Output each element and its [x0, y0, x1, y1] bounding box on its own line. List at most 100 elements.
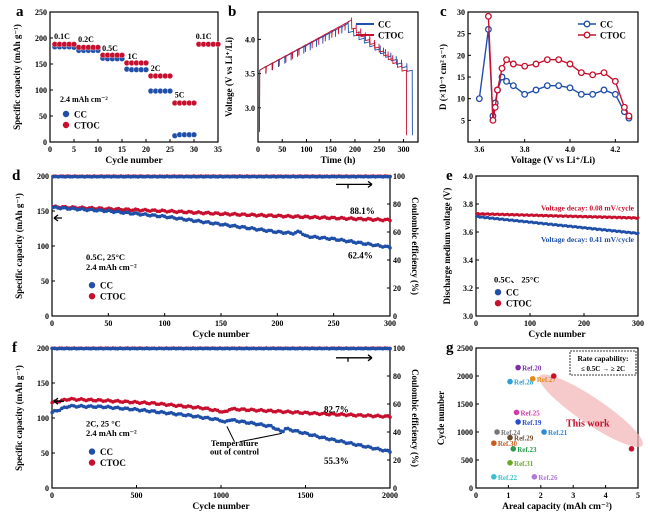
reference-point — [515, 364, 521, 371]
reference-point — [507, 378, 513, 385]
annotation-arrow-1 — [226, 426, 235, 443]
panel-letter: b — [228, 4, 236, 20]
x-tick-label: 1000 — [213, 491, 229, 500]
retention-cc: 55.3% — [324, 456, 349, 466]
axes-frame — [475, 175, 639, 317]
retention-ctoc: 88.1% — [350, 206, 375, 216]
x-tick-label: 25 — [166, 145, 174, 154]
data-point — [625, 112, 633, 120]
legend-entry-cc: CC — [74, 110, 87, 120]
data-point — [589, 71, 597, 79]
reference-point — [507, 460, 513, 466]
gcd-curve-ctoc — [259, 17, 408, 136]
x-tick-label: 1500 — [298, 491, 314, 500]
x-tick-label: 3 — [571, 491, 575, 500]
y-tick-label: 200 — [37, 344, 49, 353]
y-tick-label: 250 — [35, 8, 47, 17]
y-tick-label: 10 — [457, 95, 465, 104]
x-tick-label: 250 — [373, 145, 385, 154]
reference-point — [531, 474, 538, 480]
y-tick-label: 3.2 — [463, 284, 473, 293]
x-tick-label: 0 — [50, 319, 54, 328]
reference-point — [494, 429, 500, 435]
reference-point — [541, 429, 547, 435]
reference-label: Ref.23 — [517, 446, 537, 454]
rate-label: 5C — [175, 90, 185, 99]
capacity-point-ctoc — [388, 218, 392, 223]
x-tick-label: 100 — [300, 145, 312, 154]
y-tick-label: 2500 — [457, 344, 473, 353]
x-tick-label: 5 — [636, 491, 640, 500]
y-right-tick-label: 60 — [393, 228, 401, 237]
capacity-point-cc — [281, 429, 285, 434]
y-tick-label: 15 — [457, 73, 465, 82]
legend-entry-ctoc: CTOC — [506, 299, 532, 309]
arrow-left-capacity — [53, 397, 64, 405]
x-tick-label: 3.6 — [474, 145, 484, 154]
data-point — [498, 64, 506, 72]
data-point — [509, 82, 517, 90]
y-tick-label: 150 — [35, 60, 47, 69]
legend-marker-ctoc — [494, 300, 502, 307]
legend-entry-cc: CC — [100, 281, 113, 291]
legend-marker-ctoc — [88, 459, 96, 466]
data-point — [142, 59, 149, 66]
legend-marker-ctoc — [88, 293, 96, 300]
axes-frame — [49, 11, 219, 143]
capacity-point-cc — [269, 423, 273, 428]
y-tick-label: 30 — [457, 8, 465, 17]
data-point — [566, 60, 574, 68]
annotation-arrow-2 — [239, 432, 282, 443]
data-point — [166, 72, 173, 79]
panel-a: 0 5 10 15 20 25 30 35 0 50 100 150 200 250 Cycle numbe… — [12, 4, 222, 166]
data-point — [611, 77, 619, 85]
x-tick-label: 200 — [349, 145, 361, 154]
reference-point — [507, 434, 513, 441]
x-tick-label: 2000 — [382, 491, 398, 500]
reference-point — [513, 409, 520, 416]
y-tick-label: 3.4 — [463, 256, 473, 265]
areal-loading-note: 2.4 mAh cm⁻² — [60, 95, 108, 104]
y-right-tick-label: 100 — [393, 172, 405, 181]
rate-legend-title: Rate capability: — [577, 354, 628, 363]
data-point — [566, 84, 574, 92]
areal-loading-note: 2.4 mAh cm⁻² — [86, 428, 137, 438]
arrow-left-capacity — [53, 214, 62, 222]
reference-label: Ref.22 — [498, 474, 518, 482]
y-axis-label: Discharge medium voltage (V) — [442, 188, 452, 305]
x-tick-label: 3.8 — [520, 145, 530, 154]
panel-letter: a — [16, 4, 24, 20]
y-tick-label: 20 — [457, 51, 465, 60]
panel-e: 0 100 200 300 3.0 3.2 3.4 3.6 3.8 4.0 Cycle number… — [442, 168, 644, 340]
y-tick-label: 50 — [41, 277, 49, 286]
reference-point — [515, 419, 521, 425]
reference-label: Ref.21 — [548, 429, 568, 437]
x-tick-label: 4.0 — [565, 145, 575, 154]
y-right-tick-label: 0 — [393, 312, 397, 321]
data-point — [491, 103, 499, 111]
axes-frame — [257, 11, 419, 143]
x-tick-label: 4 — [604, 491, 608, 500]
data-point — [484, 12, 492, 20]
data-point — [509, 60, 517, 68]
legend-marker-ctoc — [583, 31, 591, 39]
reference-label: Ref.28 — [514, 379, 534, 387]
x-tick-label: 300 — [384, 319, 396, 328]
panel-g: 0 1 2 3 4 5 0 500 1000 1500 2000 2500 Areal capacity… — [436, 340, 643, 512]
reference-label: Ref.24 — [501, 429, 521, 437]
ce-point-cc — [388, 346, 392, 351]
y-tick-label: 2000 — [457, 372, 473, 381]
this-work-label: This work — [566, 418, 610, 429]
y-right-tick-label: 80 — [393, 372, 401, 381]
x-tick-label: 300 — [397, 145, 409, 154]
rate-label: 0.1C — [54, 32, 70, 41]
legend-marker-cc — [62, 110, 70, 118]
y-tick-label: 5 — [461, 116, 465, 125]
x-tick-label: 4.2 — [610, 145, 620, 154]
y-right-tick-label: 60 — [393, 400, 401, 409]
rate-label: 0.1C — [196, 32, 212, 41]
y-right-tick-label: 0 — [393, 484, 397, 493]
x-tick-label: 200 — [578, 319, 590, 328]
x-tick-label: 50 — [104, 319, 112, 328]
